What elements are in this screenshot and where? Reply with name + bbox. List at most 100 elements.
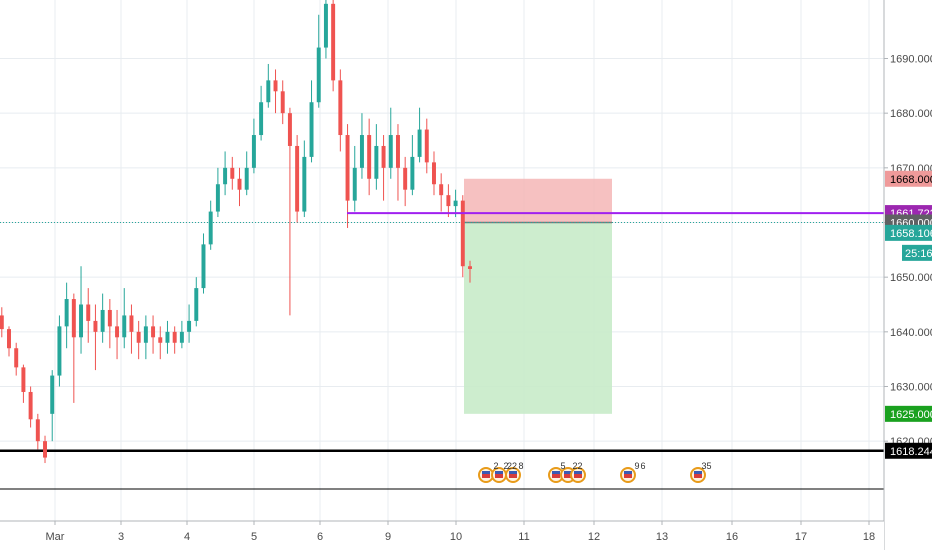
time-axis-label: 11 — [518, 531, 529, 543]
candle-body — [115, 326, 120, 338]
event-flag-icon-band — [564, 471, 572, 474]
candle-body — [28, 391, 33, 420]
candle-body — [259, 102, 264, 136]
time-axis-label: 12 — [588, 531, 600, 543]
candle-body — [151, 326, 156, 338]
time-axis-label: 4 — [184, 531, 190, 543]
event-number: 2 — [503, 461, 508, 471]
time-axis-label: 17 — [795, 531, 807, 543]
time-axis-label: 10 — [450, 531, 462, 543]
candle-body — [374, 145, 379, 179]
event-flag-icon-band — [552, 471, 560, 474]
time-axis-label: 13 — [656, 531, 668, 543]
candle-body — [345, 135, 350, 201]
candle-body — [251, 135, 256, 168]
candle-body — [158, 337, 163, 343]
price-label-box — [885, 442, 932, 459]
price-label: 1658.106 — [890, 228, 932, 240]
event-number: 5 — [560, 461, 565, 471]
candle-body — [359, 135, 364, 168]
candle-body — [367, 135, 372, 179]
candle-body — [446, 195, 451, 207]
candle-body — [381, 145, 386, 168]
candle-body — [352, 167, 357, 201]
event-flag-icon-band — [482, 474, 490, 478]
candle-body — [64, 299, 69, 327]
event-number: 2 — [572, 461, 577, 471]
candle-body — [100, 309, 105, 332]
candle-body — [287, 113, 292, 146]
candle-body — [179, 331, 184, 343]
candle-body — [280, 91, 285, 114]
candle-body — [309, 102, 314, 157]
candle-body — [172, 331, 177, 343]
candle-body — [468, 266, 472, 269]
candle-body — [14, 348, 19, 368]
event-flag-icon-band — [482, 471, 490, 474]
event-number: 2 — [577, 461, 582, 471]
event-flag-icon-band — [509, 471, 517, 474]
time-axis-label: 9 — [385, 531, 391, 543]
candle-body — [93, 320, 98, 332]
event-flag-icon-band — [495, 474, 503, 478]
candle-body — [223, 167, 228, 185]
event-number: 2 — [493, 461, 498, 471]
candle-body — [7, 329, 11, 349]
event-flag-icon-band — [694, 471, 702, 474]
candle-body — [86, 304, 91, 321]
candle-body — [410, 156, 415, 190]
price-label: 1618.244 — [890, 446, 932, 458]
candle-body — [57, 326, 62, 376]
candle-body — [302, 156, 307, 212]
price-axis-label: 1680.000 — [890, 108, 932, 120]
price-label-box — [885, 170, 932, 187]
candle-body — [201, 244, 206, 289]
price-label: 1625.000 — [890, 409, 932, 421]
event-flag-icon-band — [495, 471, 503, 474]
candle-body — [432, 162, 436, 185]
time-axis-label: 18 — [863, 531, 875, 543]
candle-body — [143, 326, 148, 343]
candle-body — [266, 80, 271, 103]
event-flag-icon-band — [694, 474, 702, 478]
price-label-box — [885, 224, 932, 241]
candle-body — [237, 178, 242, 190]
time-axis-label: 3 — [118, 531, 124, 543]
time-axis-label: Mar — [46, 531, 65, 543]
candles — [0, 0, 472, 464]
candle-body — [79, 304, 84, 338]
event-flag-icon-band — [624, 471, 632, 474]
event-number: 22 — [507, 461, 517, 471]
time-axis-label: 6 — [317, 531, 323, 543]
candle-body — [107, 309, 112, 327]
price-axis-label: 1630.000 — [890, 382, 932, 394]
event-flag-icon-band — [574, 474, 582, 478]
event-flag-icon-band — [574, 471, 582, 474]
candle-body — [323, 3, 328, 48]
price-axis-label: 1690.000 — [890, 54, 932, 66]
time-axis-bg — [0, 521, 884, 550]
event-number: 3 — [701, 461, 706, 471]
candle-body — [331, 3, 336, 81]
event-flag-icon-band — [552, 474, 560, 478]
candle-body — [122, 315, 127, 338]
candle-body — [273, 80, 278, 92]
candle-body — [424, 129, 429, 163]
candle-body — [295, 145, 300, 212]
candle-body — [417, 129, 422, 157]
candle-body — [50, 375, 55, 414]
candle-body — [215, 184, 220, 212]
position-target-zone — [464, 222, 612, 414]
event-number: 5 — [706, 461, 711, 471]
candle-body — [403, 167, 408, 190]
time-axis-label: 5 — [251, 531, 257, 543]
candle-body — [21, 367, 26, 392]
event-number: 6 — [640, 461, 645, 471]
candle-body — [388, 135, 393, 168]
candle-body — [395, 135, 400, 168]
candle-body — [338, 80, 343, 136]
event-markers: 2 222 8 5 2 2 9 6 3 5 — [478, 461, 712, 483]
time-axis-label: 16 — [726, 531, 738, 543]
